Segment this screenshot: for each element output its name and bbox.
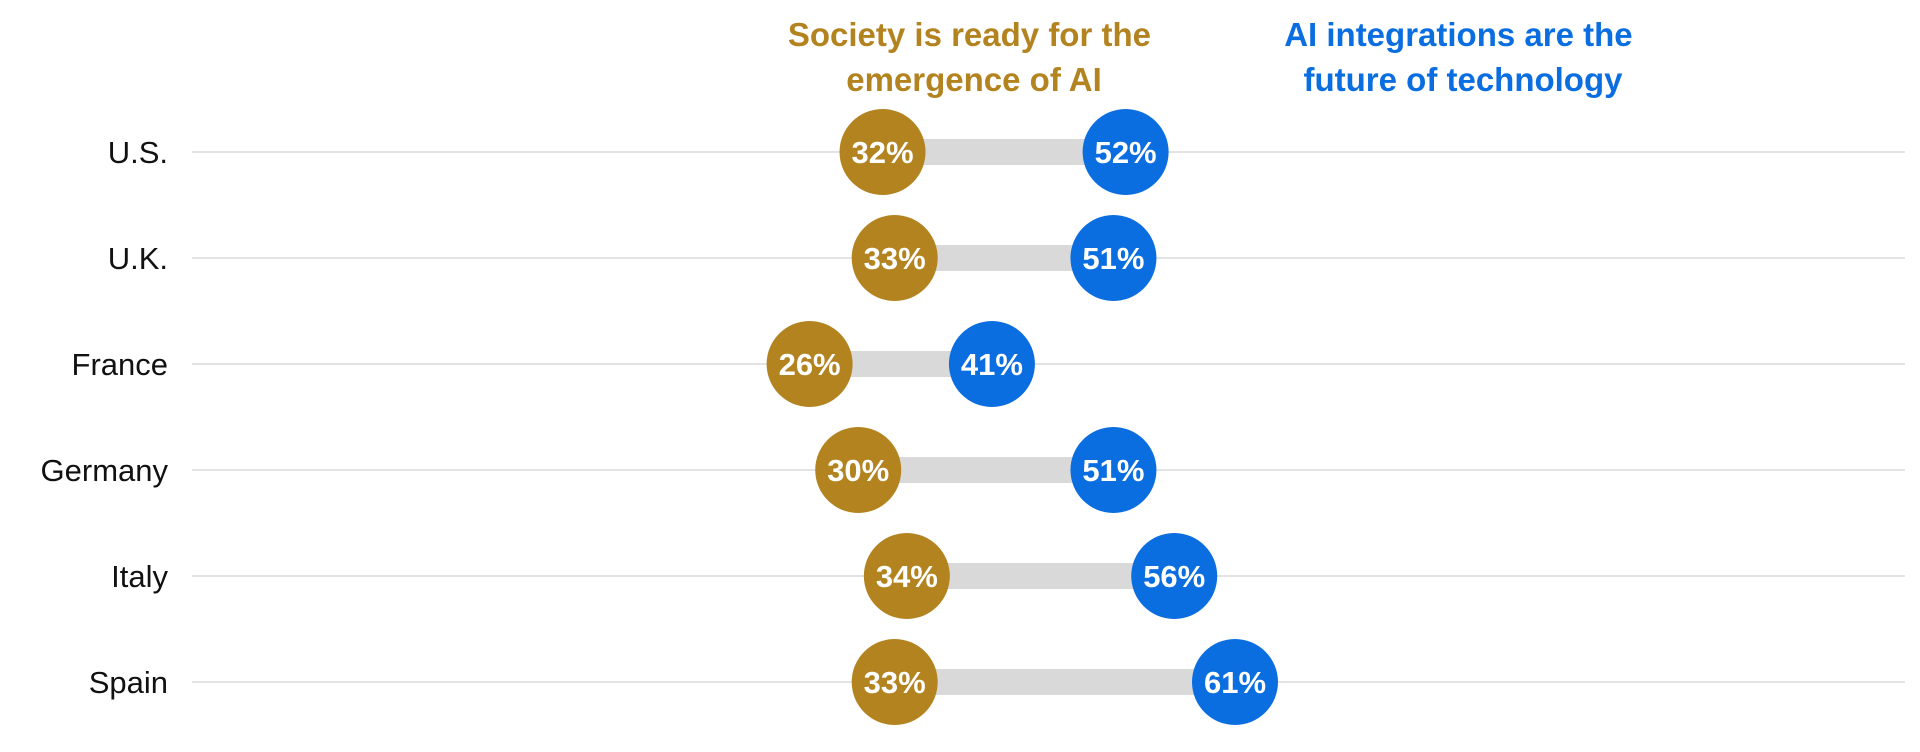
category-label: U.S.	[108, 135, 168, 170]
data-label: 33%	[864, 241, 926, 276]
dot-ai-future	[1082, 109, 1169, 195]
dot-ai-future	[948, 321, 1035, 407]
category-label: Italy	[111, 559, 168, 594]
category-label: France	[72, 347, 168, 382]
series-title-line: Society is ready for the	[788, 16, 1151, 53]
series-title-ai-future: AI integrations are the future of techno…	[1284, 16, 1642, 98]
data-label: 51%	[1082, 453, 1144, 488]
category-label: Germany	[41, 453, 169, 488]
dot-society-ready	[766, 321, 853, 407]
data-label: 41%	[961, 347, 1023, 382]
dot-ai-future	[1191, 639, 1278, 725]
category-label: U.K.	[108, 241, 168, 276]
dot-society-ready	[863, 533, 950, 619]
dot-ai-future	[1131, 533, 1218, 619]
row-u-s: U.S. 32% 52%	[108, 109, 1905, 195]
dot-ai-future	[1070, 427, 1157, 513]
row-spain: Spain 33% 61%	[89, 639, 1905, 725]
data-label: 32%	[852, 135, 914, 170]
row-france: France 26% 41%	[72, 321, 1905, 407]
dot-society-ready	[851, 639, 938, 725]
row-italy: Italy 34% 56%	[111, 533, 1905, 619]
connector-bar	[894, 669, 1235, 695]
series-titles: Society is ready for the emergence of AI…	[788, 16, 1642, 98]
data-label: 33%	[864, 665, 926, 700]
series-title-line: emergence of AI	[846, 61, 1102, 98]
series-title-line: AI integrations are the	[1284, 16, 1632, 53]
series-title-line: future of technology	[1304, 61, 1624, 98]
category-label: Spain	[89, 665, 168, 700]
data-label: 61%	[1204, 665, 1266, 700]
dot-society-ready	[839, 109, 926, 195]
data-label: 51%	[1082, 241, 1144, 276]
data-label: 30%	[827, 453, 889, 488]
data-label: 56%	[1143, 559, 1205, 594]
chart-rows: U.S. 32% 52% U.K. 33% 51% France 26% 41% Germany 3…	[41, 109, 1905, 725]
dot-society-ready	[815, 427, 902, 513]
dot-ai-future	[1070, 215, 1157, 301]
row-germany: Germany 30% 51%	[41, 427, 1905, 513]
data-label: 26%	[779, 347, 841, 382]
data-label: 34%	[876, 559, 938, 594]
data-label: 52%	[1095, 135, 1157, 170]
connector-bar	[906, 563, 1175, 589]
row-u-k: U.K. 33% 51%	[108, 215, 1905, 301]
dot-society-ready	[851, 215, 938, 301]
series-title-society-ready: Society is ready for the emergence of AI	[788, 16, 1160, 98]
